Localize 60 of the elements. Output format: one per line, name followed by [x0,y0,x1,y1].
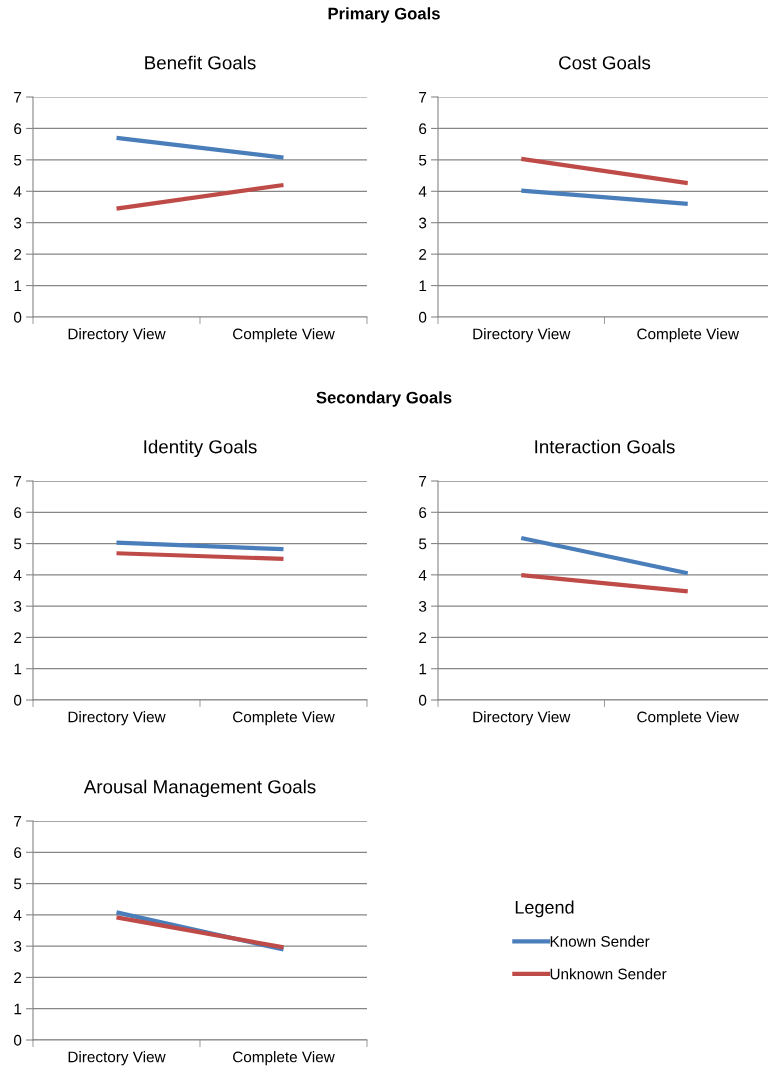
chart-title: Benefit Goals [145,55,256,70]
y-tick-label: 7 [419,476,427,487]
y-tick-label: 6 [14,123,22,135]
y-tick-label: 0 [418,694,427,706]
y-tick-label: 7 [14,92,22,103]
x-tick-label: Directory View [68,328,166,343]
chart-title: Identity Goals [144,439,257,458]
text: Primary Goals [328,7,440,23]
y-tick-label: 2 [14,972,22,983]
x-tick-label: Complete View [233,711,335,726]
x-tick-label: Complete View [233,328,335,343]
y-tick-label: 3 [13,601,22,612]
y-tick-label: 3 [418,601,427,612]
y-tick-label: 7 [14,476,22,487]
chart-title: Interaction Goals [535,439,675,454]
y-tick-label: 4 [13,909,22,921]
y-tick-label: 3 [418,217,427,229]
chart-title: Cost Goals [559,55,651,70]
y-tick-label: 3 [13,217,22,229]
chart-title: Arousal Management Goals [83,779,316,798]
x-tick-label: Directory View [68,711,166,726]
x-tick-label: Directory View [473,328,571,343]
y-tick-label: 0 [13,1034,22,1046]
y-tick-label: 1 [14,1003,22,1015]
y-tick-label: 5 [419,154,427,166]
y-tick-label: 2 [14,632,22,643]
y-tick-label: 1 [419,663,427,675]
y-tick-label: 4 [418,186,427,197]
y-tick-label: 4 [13,186,22,197]
legend-title: Legend [515,900,574,918]
x-tick-label: Complete View [637,711,740,726]
x-tick-label: Directory View [473,711,571,726]
legend-label: Unknown Sender [550,968,667,980]
y-tick-label: 2 [419,632,427,643]
text: Secondary Goals [316,391,452,407]
y-tick-label: 7 [419,92,427,103]
y-tick-label: 6 [419,507,427,518]
y-tick-label: 2 [419,249,427,260]
y-tick-label: 0 [13,694,22,706]
y-tick-label: 5 [14,154,22,166]
y-tick-label: 1 [14,280,22,292]
y-tick-label: 4 [418,569,427,581]
y-tick-label: 0 [418,311,427,323]
y-tick-label: 1 [419,280,427,292]
x-tick-label: Complete View [637,328,740,343]
legend-label: Known Sender [550,935,650,947]
y-tick-label: 5 [14,538,22,550]
x-tick-label: Directory View [68,1051,166,1066]
y-tick-label: 7 [14,816,22,827]
x-tick-label: Complete View [233,1051,335,1066]
y-tick-label: 6 [14,847,22,858]
y-tick-label: 0 [13,311,22,323]
y-tick-label: 6 [419,123,427,135]
y-tick-label: 4 [13,569,22,581]
y-tick-label: 5 [419,538,427,550]
y-tick-label: 5 [14,878,22,890]
y-tick-label: 1 [14,663,22,675]
y-tick-label: 2 [14,249,22,260]
y-tick-label: 3 [13,941,22,952]
y-tick-label: 6 [14,507,22,518]
